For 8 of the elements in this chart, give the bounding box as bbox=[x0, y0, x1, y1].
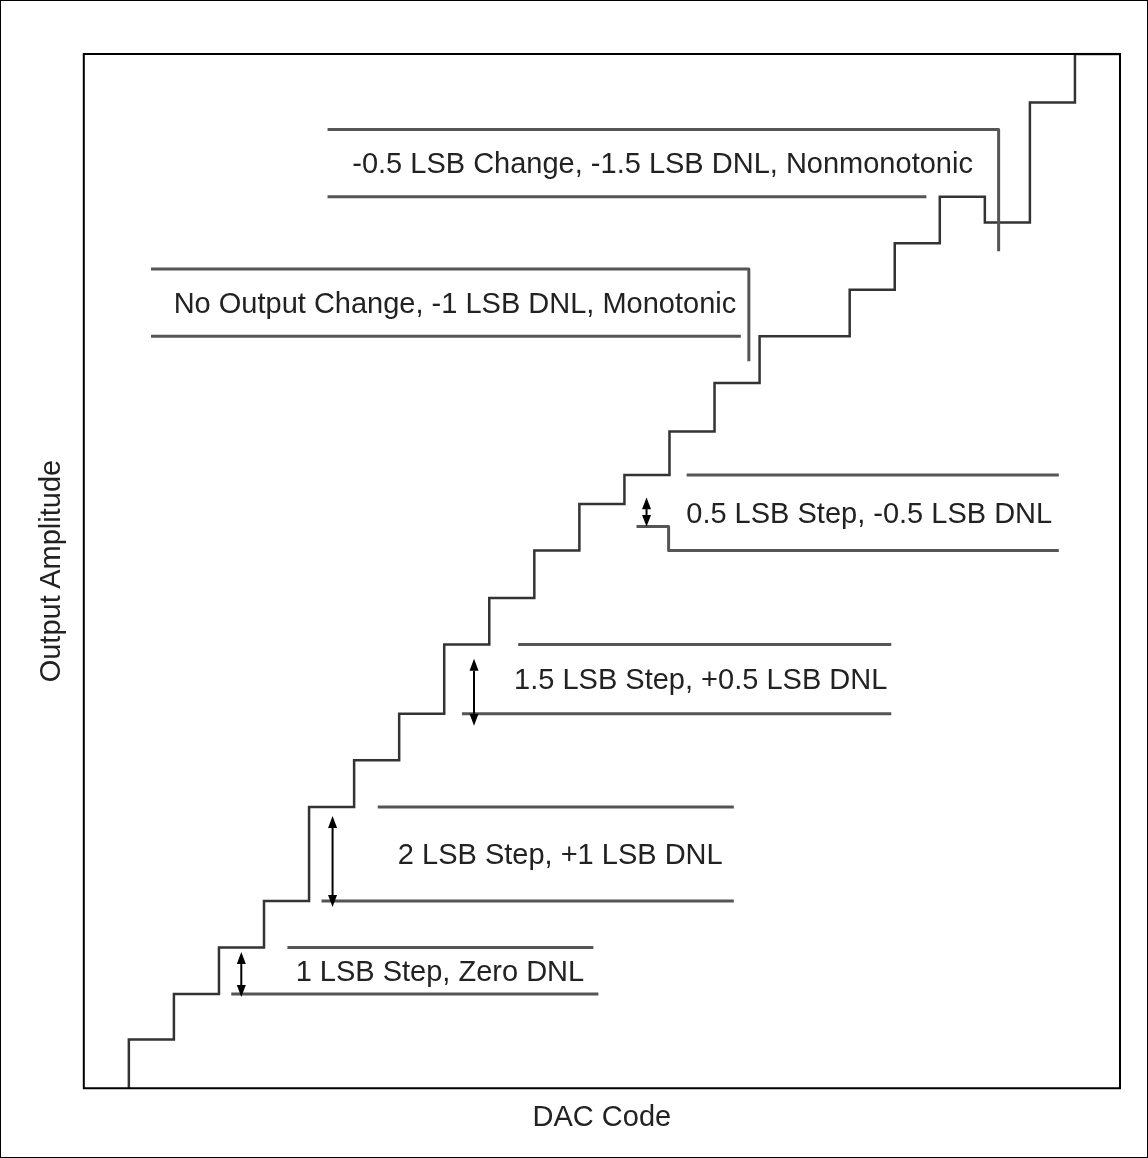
x-axis-title: DAC Code bbox=[532, 1099, 672, 1132]
y-axis-title: Output Amplitude bbox=[34, 459, 67, 683]
ref-line-label: 2 LSB Step, +1 LSB DNL bbox=[397, 837, 723, 871]
ref-line-label: 1 LSB Step, Zero DNL bbox=[295, 954, 585, 988]
ref-line-label: 1.5 LSB Step, +0.5 LSB DNL bbox=[514, 662, 888, 696]
ref-line-label: No Output Change, -1 LSB DNL, Monotonic bbox=[173, 286, 737, 320]
ref-line-label: -0.5 LSB Change, -1.5 LSB DNL, Nonmonotonic bbox=[352, 146, 973, 180]
ref-line-label: 0.5 LSB Step, -0.5 LSB DNL bbox=[686, 496, 1053, 530]
